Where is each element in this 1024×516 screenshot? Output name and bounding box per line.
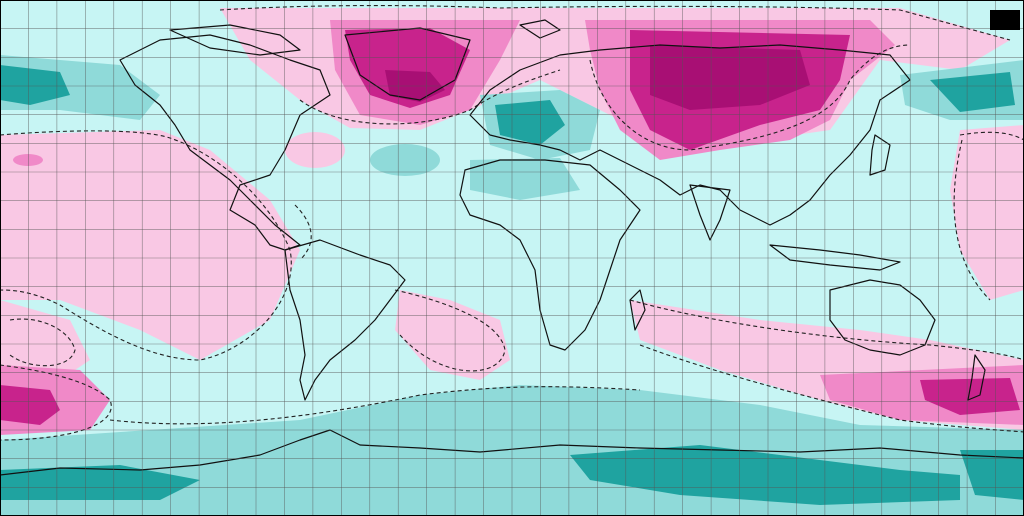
anomaly-npacific-east-teal-core [930, 72, 1015, 112]
coast-north-america [119, 34, 331, 251]
anomaly-npacific-east-pink [950, 125, 1024, 300]
coast-new-zealand [967, 354, 986, 401]
anomaly-alaska-teal-core [0, 65, 70, 105]
anomaly-spacific-west-pink [0, 300, 90, 380]
coast-south-america [284, 239, 406, 401]
anomaly-antarctic-teal-core-west [0, 465, 200, 500]
coast-eurasia [469, 44, 911, 226]
coast-svalbard [519, 19, 561, 39]
coast-india [689, 184, 731, 241]
anomaly-europe-teal-core [495, 100, 565, 145]
anomaly-atlantic-west-pink [285, 132, 345, 168]
anomaly-sahara-teal [470, 158, 580, 200]
anomaly-nz-magenta [920, 378, 1020, 415]
coast-greenland [344, 27, 471, 101]
anomaly-antarctic-teal-core-east [570, 445, 960, 505]
anomaly-spacific-east-magenta [0, 385, 60, 425]
anomaly-siberia-core [650, 45, 810, 110]
coast-australia [829, 279, 936, 356]
top-right-corner-mark [990, 10, 1020, 30]
coastlines [0, 19, 1024, 476]
coast-africa [459, 159, 641, 351]
coast-antarctica [0, 429, 1024, 476]
anomaly-pacific-spot [13, 154, 43, 166]
coast-madagascar [629, 289, 646, 331]
anomaly-satlantic-pink [395, 290, 510, 380]
coast-arctic-islands [169, 24, 301, 56]
anomaly-npacific-west-pink [0, 130, 300, 360]
anomaly-atlantic-teal [370, 144, 440, 176]
zero-contours [0, 4, 1024, 441]
